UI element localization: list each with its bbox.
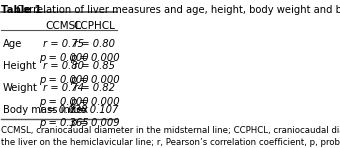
Text: Weight: Weight [2,83,37,93]
Text: Height: Height [2,61,36,71]
Text: p = 0.000: p = 0.000 [38,53,88,63]
Text: r = 0.74: r = 0.74 [43,83,84,93]
Text: p = 0.365: p = 0.365 [38,118,88,128]
Text: Age: Age [2,39,22,49]
Text: r = 0.038: r = 0.038 [40,105,87,115]
Text: r = 0.107: r = 0.107 [71,105,118,115]
Text: CCMSL, craniocaudal diameter in the midsternal line; CCPHCL, craniocaudal diamet: CCMSL, craniocaudal diameter in the mids… [1,126,340,147]
Text: p = 0.000: p = 0.000 [70,75,119,85]
Text: Table 1: Table 1 [1,5,42,15]
Text: Body mass index: Body mass index [2,105,88,115]
Text: r = 0.85: r = 0.85 [74,61,115,71]
Text: p = 0.000: p = 0.000 [70,96,119,107]
Text: CCPHCL: CCPHCL [74,21,116,31]
Text: CCMSL: CCMSL [45,21,81,31]
Text: Correlation of liver measures and age, height, body weight and body mass index (: Correlation of liver measures and age, h… [10,5,340,15]
Text: r = 0.82: r = 0.82 [74,83,115,93]
Text: r = 0.80: r = 0.80 [43,61,84,71]
Text: r = 0.80: r = 0.80 [74,39,115,49]
Text: p = 0.000: p = 0.000 [38,75,88,85]
Text: p = 0.000: p = 0.000 [70,53,119,63]
Text: p = 0.009: p = 0.009 [70,118,119,128]
Text: p = 0.000: p = 0.000 [38,96,88,107]
Text: r = 0.75: r = 0.75 [43,39,84,49]
